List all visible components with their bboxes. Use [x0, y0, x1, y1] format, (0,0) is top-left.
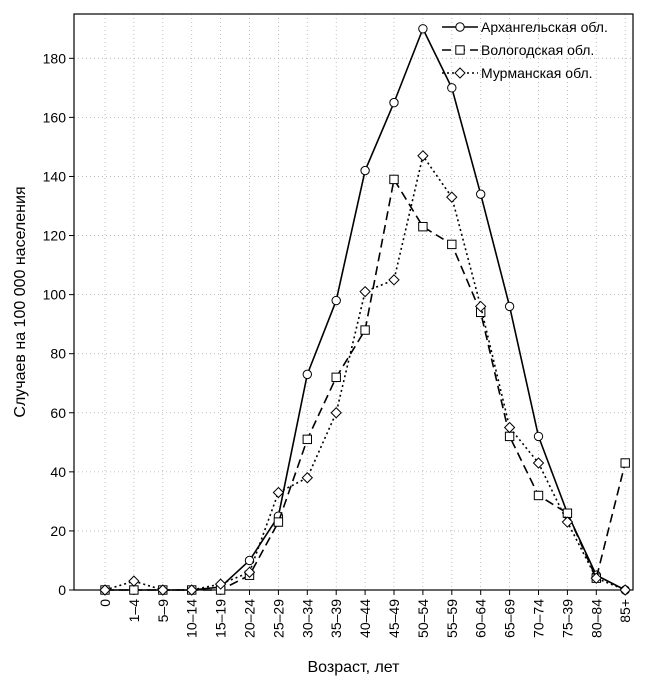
legend-entry-2: Вологодская обл. [442, 42, 594, 58]
data-point [503, 421, 516, 434]
y-tick-label: 0 [58, 582, 66, 598]
data-point [619, 584, 631, 596]
x-tick-label: 40–44 [357, 599, 373, 638]
data-point [504, 431, 515, 442]
legend-marker [455, 22, 465, 32]
data-point [590, 572, 603, 584]
x-tick-label: 50–54 [415, 599, 431, 638]
x-tick-label: 35–39 [328, 599, 344, 638]
y-tick-label: 60 [50, 405, 66, 421]
data-point [272, 486, 285, 499]
data-point [417, 150, 429, 162]
data-point [620, 458, 630, 468]
x-tick-label: 60–64 [473, 599, 489, 638]
x-axis-title: Возраст, лет [308, 659, 401, 676]
y-tick-label: 120 [43, 228, 67, 244]
data-point [273, 517, 284, 527]
data-point [418, 24, 428, 34]
x-tick-label: 15–19 [213, 599, 229, 638]
data-point [331, 295, 341, 306]
y-tick-label: 180 [43, 50, 67, 66]
data-point [504, 301, 515, 312]
x-tick-label: 85+ [617, 599, 633, 623]
x-tick-label: 45–49 [386, 599, 402, 638]
data-point [532, 457, 545, 469]
data-point [446, 191, 458, 203]
data-point [157, 584, 169, 596]
data-point [561, 516, 574, 528]
y-tick-label: 140 [43, 168, 67, 184]
data-point [128, 575, 140, 587]
data-point [359, 285, 371, 298]
y-tick-label: 80 [50, 346, 66, 362]
x-axis-ticks: 0 1–4 5–9 10–14 15–19 20–24 25–29 30–34 35–39 40–… [97, 590, 633, 638]
x-tick-label: 55–59 [444, 599, 460, 638]
data-point [129, 585, 139, 595]
legend-label: Мурманская обл. [481, 65, 593, 81]
y-axis-title: Случаев на 100 000 населения [12, 186, 29, 417]
x-tick-label: 65–69 [502, 599, 518, 638]
legend-marker [455, 45, 465, 55]
y-tick-label: 160 [43, 109, 67, 125]
data-point [562, 508, 573, 518]
data-point [243, 566, 256, 578]
x-tick-label: 80–84 [588, 599, 604, 638]
legend-entry-3: Мурманская обл. [442, 65, 593, 81]
data-point [360, 165, 370, 176]
data-point [244, 555, 255, 566]
data-point [185, 584, 198, 596]
data-point [214, 578, 227, 590]
x-tick-label: 5–9 [155, 599, 171, 623]
data-point [389, 174, 399, 185]
legend-entry-1: Архангельская обл. [442, 19, 608, 35]
x-tick-label: 25–29 [270, 599, 286, 638]
data-point [302, 434, 313, 445]
x-tick-label: 20–24 [242, 599, 258, 638]
x-tick-label: 30–34 [299, 599, 315, 638]
data-point [476, 189, 486, 199]
series-line [105, 27, 626, 591]
legend-label: Вологодская обл. [481, 42, 594, 58]
data-point [474, 300, 487, 313]
series-group [99, 24, 631, 596]
data-point [447, 239, 457, 250]
x-tick-label: 10–14 [184, 599, 200, 638]
axes [73, 13, 634, 591]
y-tick-label: 100 [43, 287, 67, 303]
data-point [388, 274, 400, 286]
y-axis-ticks: 0 20 40 60 80 100 120 140 160 180 [43, 50, 74, 598]
data-point [389, 97, 399, 108]
x-tick-label: 0 [97, 599, 113, 607]
data-point [360, 325, 370, 335]
x-tick-label: 1–4 [126, 599, 142, 623]
data-point [301, 472, 314, 484]
series-line [104, 154, 626, 591]
data-point [533, 490, 544, 501]
data-point [447, 83, 457, 93]
legend-marker [454, 67, 466, 79]
data-point [330, 407, 342, 419]
data-point [418, 221, 428, 232]
y-tick-label: 40 [50, 464, 66, 480]
x-tick-label: 75–39 [559, 599, 575, 638]
data-point [533, 431, 544, 442]
series-3 [99, 150, 631, 596]
plot-frame [73, 13, 634, 591]
series-line [105, 178, 626, 591]
data-point [302, 369, 312, 380]
legend-label: Архангельская обл. [481, 19, 608, 35]
x-tick-label: 70–74 [531, 599, 547, 638]
legend: Архангельская обл. Вологодская обл. Мурман… [442, 19, 608, 81]
grid [74, 14, 633, 590]
data-point [99, 584, 111, 596]
y-tick-label: 20 [50, 523, 66, 539]
data-point [331, 372, 341, 383]
